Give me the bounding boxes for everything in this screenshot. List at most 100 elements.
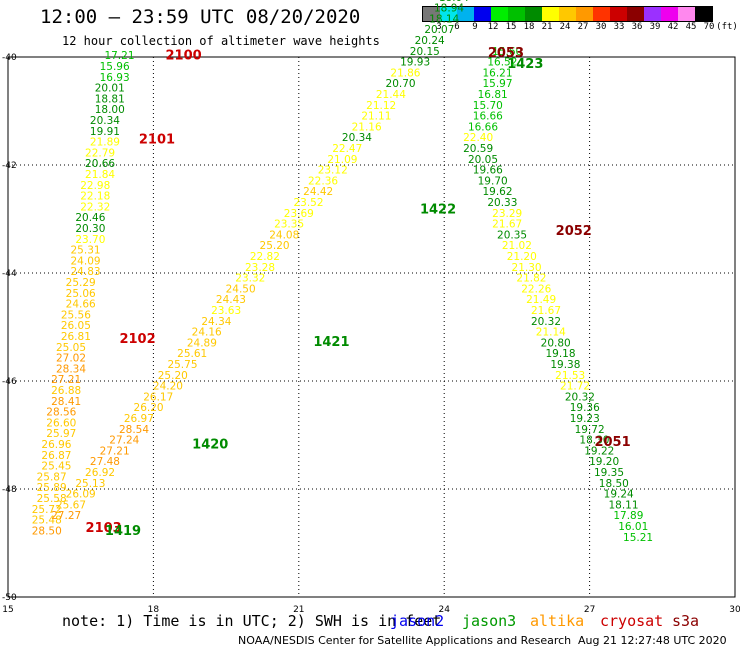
colorbar-swatch [576,7,593,21]
swh-value-jason3: 25.75 [167,359,197,371]
swh-value-jason3: 26.97 [124,413,154,425]
swh-value-jason3: 21.11 [361,111,391,123]
colorbar-label: 33 [613,22,625,32]
swh-value-jason3: 23.35 [274,219,304,231]
pass-time-label: 2101 [139,132,175,147]
colorbar-label: 3 [436,22,442,32]
swh-value-altika: 25.48 [32,515,62,527]
swh-value-altika: 28.34 [56,363,86,375]
swh-value-jason3: 24.20 [153,381,183,393]
colorbar-swatch [695,7,712,21]
swh-value-jason3: 25.61 [177,348,207,360]
swh-value-altika: 18.81 [95,93,125,105]
swh-value-altika: 28.56 [46,407,76,419]
swh-value-jason3: 25.67 [56,499,86,511]
swh-value-s3a: 19.22 [584,445,614,457]
swh-value-s3a: 20.05 [468,154,498,166]
swh-value-jason3: 21.44 [376,89,406,101]
colorbar-label: 27 [577,22,589,32]
swh-value-jason3: 26.92 [85,467,115,479]
swh-value-s3a: 16.01 [618,521,648,533]
colorbar-label: 45 [685,22,697,32]
swh-value-s3a: 17.89 [613,510,643,522]
x-tick-label: 27 [584,605,595,615]
swh-value-s3a: 19.66 [473,165,503,177]
legend-cryosat: cryosat [600,612,664,630]
swh-value-jason3: 22.82 [250,251,280,263]
swh-value-s3a: 16.52 [487,57,517,69]
legend-altika: altika [530,612,585,630]
swh-value-altika: 22.32 [80,201,110,213]
swh-value-altika: 19.91 [90,126,120,138]
swh-value-s3a: 21.49 [526,294,556,306]
swh-value-s3a: 15.97 [482,78,512,90]
swh-value-jason3: 22.47 [332,143,362,155]
colorbar-label: 42 [667,22,679,32]
swh-value-altika: 24.09 [71,255,101,267]
colorbar-label: 70 [703,22,715,32]
swh-value-s3a: 15.70 [473,100,503,112]
swh-value-altika: 25.72 [32,504,62,516]
swh-value-s3a: 20.32 [531,316,561,328]
swh-value-altika: 17.21 [104,50,134,62]
swh-value-jason3: 21.86 [390,67,420,79]
swh-value-jason3: 23.63 [211,305,241,317]
pass-time-label: 2103 [86,521,122,536]
x-tick-label: 21 [293,605,304,615]
swh-value-s3a: 22.40 [463,132,493,144]
swh-value-s3a: 15.21 [623,532,653,544]
x-tick-label: 15 [2,605,13,615]
swh-value-s3a: 19.62 [482,186,512,198]
swh-value-altika: 27.02 [56,353,86,365]
swh-value-jason3: 19.93 [400,57,430,69]
legend-jason2: jason2 [390,612,445,630]
swh-value-altika: 20.01 [95,83,125,95]
swh-value-s3a: 19.23 [570,413,600,425]
swh-value-altika: 21.89 [90,137,120,149]
plot-frame [7,56,736,598]
swh-value-altika: 26.05 [61,320,91,332]
swh-value-s3a: 20.33 [487,197,517,209]
swh-value-jason3: 23.52 [293,197,323,209]
colorbar-swatch [559,7,576,21]
swh-value-s3a: 20.32 [565,391,595,403]
swh-value-altika: 24.66 [66,299,96,311]
swh-value-altika: 16.93 [100,72,130,84]
colorbar-swatch [661,7,678,21]
swh-value-s3a: 16.66 [473,111,503,123]
swh-value-s3a: 20.35 [497,229,527,241]
swh-value-jason3: 20.24 [415,35,445,47]
colorbar-label: 18 [523,22,535,32]
swh-value-jason3: 24.16 [192,327,222,339]
colorbar-label: 30 [595,22,607,32]
swh-value-altika: 18.00 [95,104,125,116]
swh-value-altika: 25.56 [61,309,91,321]
swh-value-altika: 25.31 [71,245,101,257]
swh-value-altika: 20.34 [90,115,120,127]
swh-value-altika: 26.88 [51,385,81,397]
swh-value-s3a: 19.35 [594,467,624,479]
swh-value-altika: 25.06 [66,288,96,300]
swh-value-jason3: 21.12 [366,100,396,112]
map-title: 12:00 – 23:59 UTC 08/20/2020 [40,6,361,28]
swh-value-jason3: 21.16 [352,121,382,133]
colorbar-labels: 3 6 9 12 15 18 21 24 27 30 33 36 39 42 45 70 (ft) [422,22,740,36]
colorbar-swatch [491,7,508,21]
x-tick-label: 30 [729,605,740,615]
swh-value-s3a: 20.59 [463,143,493,155]
swh-value-altika: 25.45 [41,461,71,473]
pass-time-label: 2100 [166,49,202,64]
swh-value-altika: 21.84 [85,169,115,181]
swh-value-jason3: 24.42 [303,186,333,198]
pass-time-label: 1423 [507,57,543,72]
swh-value-s3a: 19.72 [575,424,605,436]
swh-value-jason3: 27.48 [90,456,120,468]
swh-value-jason3: 27.24 [109,435,139,447]
swh-value-jason3: 23.32 [235,273,265,285]
swh-value-s3a: 15.60 [492,46,522,58]
swh-value-altika: 26.60 [46,417,76,429]
swh-value-s3a: 20.80 [541,337,571,349]
swh-value-s3a: 19.18 [545,348,575,360]
swh-value-altika: 22.98 [80,180,110,192]
